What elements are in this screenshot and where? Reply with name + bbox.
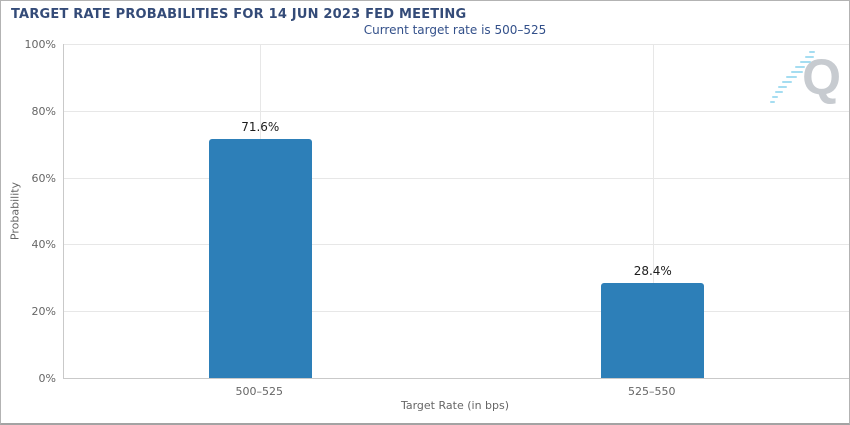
q-logo-watermark: Q <box>767 46 843 110</box>
logo-dash-icon <box>775 91 783 93</box>
y-tick-label: 60% <box>31 171 56 185</box>
logo-dash-icon <box>800 61 811 63</box>
y-tick-label: 0% <box>38 372 56 385</box>
logo-dash-icon <box>791 71 803 73</box>
logo-dash-icon <box>809 51 815 53</box>
y-tick-label: 40% <box>31 238 56 252</box>
logo-dash-icon <box>782 81 792 83</box>
y-gridline <box>64 177 849 179</box>
x-tick-label: 500–525 <box>235 385 284 398</box>
q-logo-letter: Q <box>802 49 841 105</box>
y-axis-title: Probability <box>8 181 22 241</box>
y-gridline <box>64 110 849 112</box>
chart-title: TARGET RATE PROBABILITIES FOR 14 JUN 202… <box>11 7 467 22</box>
logo-dash-icon <box>770 101 775 103</box>
y-gridline <box>64 44 849 45</box>
chart-subtitle: Current target rate is 500–525 <box>363 23 547 37</box>
x-tick-label: 525–550 <box>628 385 676 398</box>
logo-dash-icon <box>805 56 814 58</box>
y-tick-label: 20% <box>31 305 56 319</box>
x-gridline <box>652 44 654 378</box>
bar-500–525[interactable] <box>208 138 312 378</box>
logo-dash-icon <box>795 66 805 68</box>
x-axis-title: Target Rate (in bps) <box>400 399 510 412</box>
bar-value-label: 28.4% <box>633 264 672 279</box>
bar-525–550[interactable] <box>601 283 705 378</box>
y-tick-label: 100% <box>24 38 56 51</box>
logo-dash-icon <box>778 86 787 88</box>
y-gridline <box>64 311 849 313</box>
y-tick-label: 80% <box>31 104 56 118</box>
logo-dash-icon <box>786 76 797 78</box>
logo-dash-icon <box>772 96 778 98</box>
bar-value-label: 71.6% <box>241 119 280 134</box>
plot-area: 71.6% 28.4% <box>63 44 849 379</box>
y-gridline <box>64 244 849 246</box>
